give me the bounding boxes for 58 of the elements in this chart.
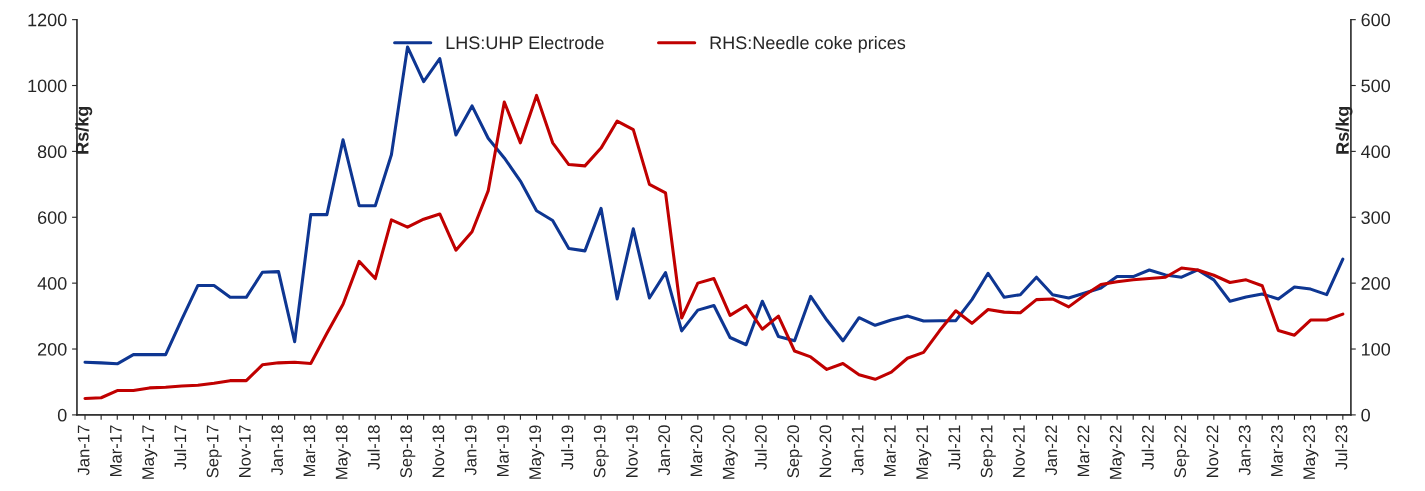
x-tick-label: Nov-18: [432, 425, 445, 477]
y2-tick-label: 100: [1362, 342, 1391, 356]
x-tick-label: May-17: [142, 425, 158, 479]
y-tick-label: 0: [57, 408, 67, 422]
x-tick-label: May-22: [1109, 425, 1125, 479]
x-tick-label: Sep-17: [206, 425, 222, 478]
y-tick-label: 1200: [28, 13, 67, 27]
y-tick-label: 800: [37, 145, 67, 159]
x-tick-label: Mar-22: [1077, 425, 1090, 477]
x-tick-label: Nov-19: [625, 425, 638, 477]
y2-tick-label: 600: [1361, 13, 1391, 27]
x-tick-label: Sep-20: [787, 425, 803, 478]
x-tick-label: Sep-18: [400, 425, 416, 478]
y2-tick-label: 400: [1361, 145, 1391, 159]
y2-axis-title: Rs/kg: [1335, 106, 1353, 154]
y2-tick-label: 300: [1361, 211, 1391, 224]
x-tick-label: Mar-20: [690, 425, 703, 477]
x-tick-label: Jul-22: [1141, 425, 1154, 470]
x-tick-label: Sep-21: [980, 425, 996, 478]
x-tick-label: Nov-17: [239, 425, 251, 477]
y-tick-label: 1000: [28, 79, 67, 93]
x-tick-label: Mar-23: [1271, 425, 1283, 477]
x-tick-label: Mar-18: [303, 425, 316, 477]
x-tick-label: Jul-20: [754, 425, 767, 470]
y2-tick-label: 0: [1361, 408, 1370, 422]
x-tick-label: Sep-22: [1174, 425, 1190, 478]
x-tick-label: Jul-17: [174, 425, 187, 470]
y-axis-title: Rs/kg: [75, 106, 93, 154]
x-tick-label: Jan-23: [1238, 425, 1251, 476]
x-tick-label: Jul-23: [1335, 425, 1348, 470]
legend-label: RHS:Needle coke prices: [710, 35, 906, 53]
x-tick-label: Sep-19: [593, 425, 609, 478]
x-tick-label: Jan-22: [1045, 425, 1058, 476]
x-tick-label: Mar-17: [110, 425, 122, 477]
x-tick-label: Mar-19: [496, 425, 509, 477]
x-tick-label: Jan-17: [77, 425, 90, 476]
x-tick-label: Jul-19: [561, 425, 574, 470]
x-tick-label: Jan-20: [658, 425, 671, 476]
x-tick-label: May-23: [1303, 425, 1319, 479]
x-tick-label: May-21: [916, 425, 932, 479]
x-tick-label: May-19: [529, 425, 545, 479]
x-tick-label: Jan-18: [271, 425, 283, 476]
x-tick-label: Jul-18: [367, 425, 380, 470]
x-tick-label: Nov-22: [1206, 425, 1219, 477]
x-tick-label: May-18: [335, 425, 351, 479]
x-tick-label: Nov-20: [819, 425, 832, 477]
y-tick-label: 400: [37, 277, 67, 290]
x-tick-label: Jan-21: [851, 425, 864, 476]
y2-tick-label: 500: [1361, 79, 1391, 93]
x-tick-label: May-20: [722, 425, 738, 479]
x-tick-label: Jan-19: [464, 425, 477, 476]
y2-tick-label: 200: [1361, 277, 1391, 290]
legend-label: LHS:UHP Electrode: [446, 35, 604, 50]
y-tick-label: 200: [38, 342, 67, 356]
x-tick-label: Mar-21: [883, 425, 896, 477]
x-tick-label: Nov-21: [1012, 425, 1025, 477]
y-tick-label: 600: [38, 211, 67, 224]
x-tick-label: Jul-21: [948, 425, 961, 470]
